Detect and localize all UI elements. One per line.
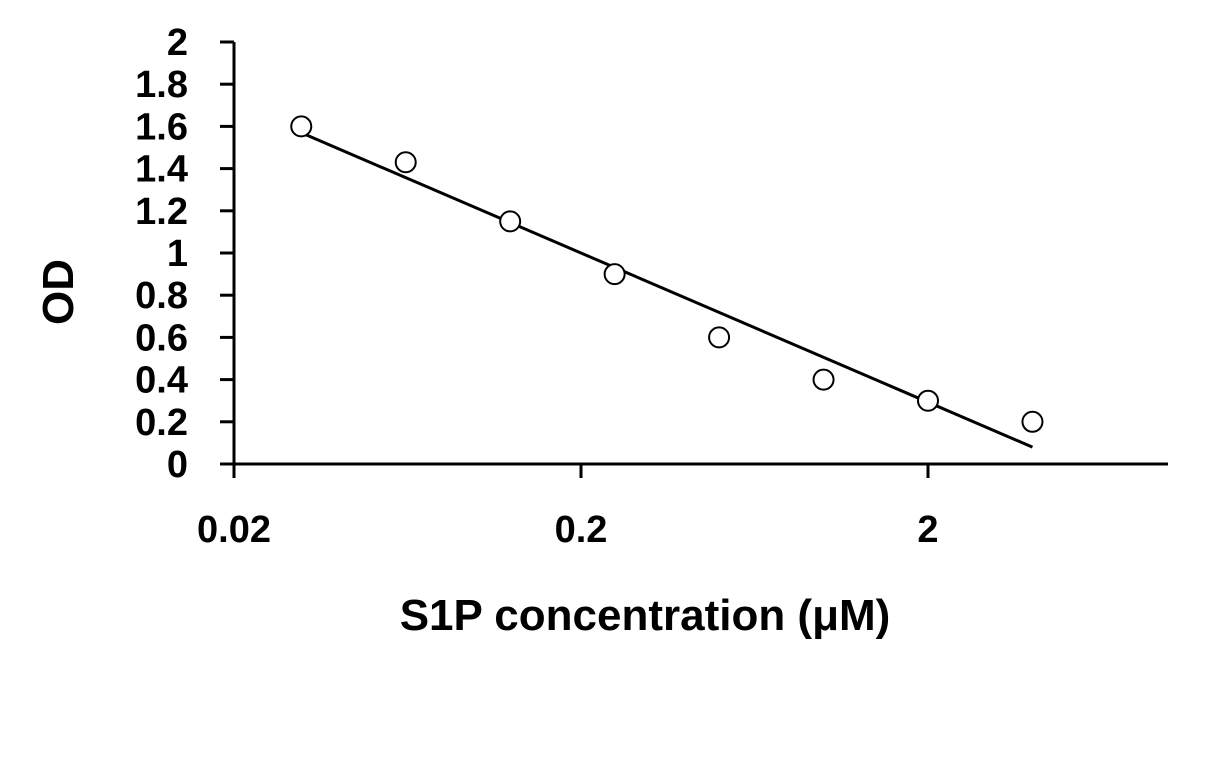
y-ticks: 00.20.40.60.811.21.41.61.82	[135, 22, 234, 486]
y-tick-label: 0.4	[135, 360, 188, 402]
x-axis-title: S1P concentration (μM)	[400, 591, 891, 640]
data-point	[290, 115, 313, 138]
x-tick-label: 0.02	[197, 509, 271, 551]
data-point	[708, 326, 731, 349]
data-points	[290, 115, 1044, 433]
data-point	[394, 151, 417, 174]
x-tick-label: 2	[917, 509, 938, 551]
x-ticks: 0.02 0.2 2	[197, 464, 939, 551]
y-axis-title: OD	[34, 259, 83, 325]
data-point	[917, 389, 939, 412]
data-point	[603, 263, 626, 286]
y-tick-label: 1.8	[135, 64, 188, 106]
y-tick-label: 0.6	[135, 317, 188, 359]
trendline	[300, 131, 1034, 449]
trendline-group	[300, 131, 1034, 449]
y-tick-label: 1.2	[135, 191, 188, 233]
x-tick-label: 0.2	[555, 509, 608, 551]
y-tick-label: 2	[167, 22, 188, 64]
y-tick-label: 1	[167, 233, 188, 275]
axes	[232, 42, 1168, 466]
data-point	[1021, 410, 1044, 433]
y-tick-label: 1.4	[135, 149, 188, 191]
y-tick-label: 0	[167, 444, 188, 486]
y-tick-label: 0.8	[135, 275, 188, 317]
y-tick-label: 1.6	[135, 106, 188, 148]
y-tick-label: 0.2	[135, 402, 188, 444]
data-point	[812, 368, 835, 391]
data-point	[499, 210, 522, 233]
